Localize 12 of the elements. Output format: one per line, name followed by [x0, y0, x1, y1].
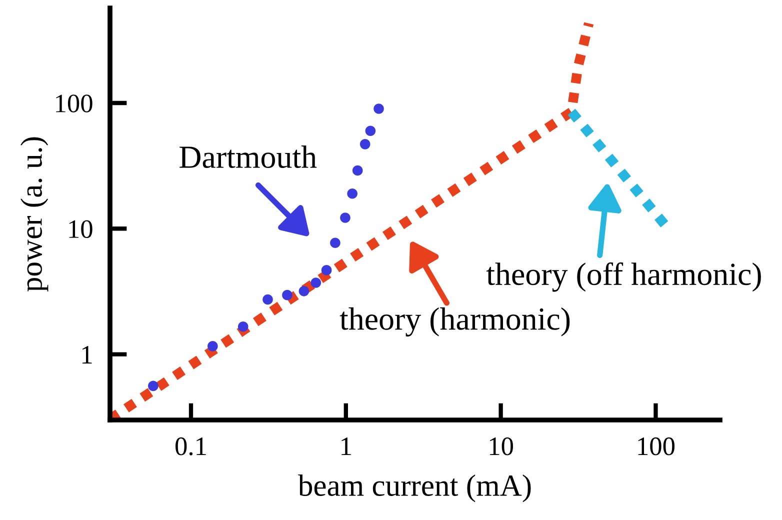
y-tick-label: 1 [82, 346, 92, 364]
x-tick-label: 10 [490, 437, 513, 456]
annotation: theory (harmonic) [340, 307, 570, 336]
y-axis-title: power (a. u.) [20, 137, 48, 292]
x-tick-label: 0.1 [176, 437, 206, 456]
y-tick-label: 100 [56, 94, 92, 112]
x-tick-label: 100 [638, 437, 675, 456]
annotation: Dartmouth [180, 146, 317, 168]
x-axis-title: beam current (mA) [298, 474, 531, 502]
annotation: theory (off harmonic) [486, 262, 761, 292]
y-tick-label: 10 [69, 220, 92, 238]
x-tick-label: 1 [342, 438, 351, 455]
